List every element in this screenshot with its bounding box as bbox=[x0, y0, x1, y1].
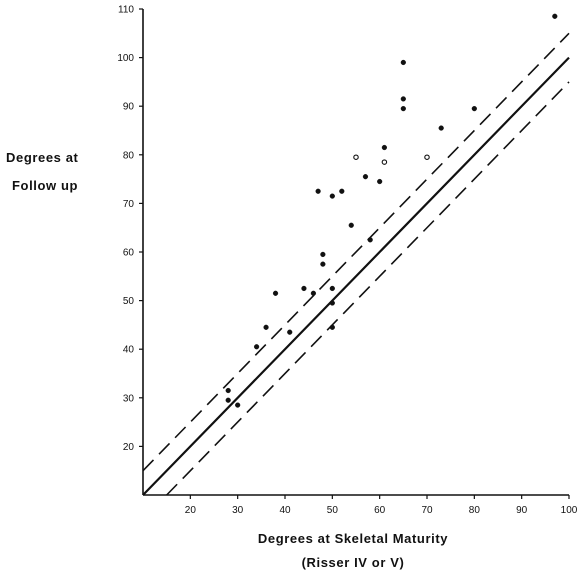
data-point bbox=[400, 106, 406, 112]
data-point bbox=[348, 222, 354, 228]
data-point-open bbox=[424, 154, 430, 160]
data-point bbox=[225, 397, 231, 403]
dashed-reference-line bbox=[142, 32, 570, 472]
x-tick-label: 90 bbox=[516, 505, 528, 516]
x-axis-title-line-2: (Risser IV or V) bbox=[302, 555, 405, 570]
data-point bbox=[254, 344, 260, 350]
dashed-reference-line bbox=[166, 81, 570, 496]
data-point bbox=[362, 174, 369, 180]
data-point bbox=[471, 106, 477, 112]
ticks: 20 30 40 50 60 70 80 90 100 110 20 30 40 50 60 70 80 90 10… bbox=[117, 5, 577, 517]
data-point bbox=[552, 13, 558, 19]
y-tick-label: 110 bbox=[118, 5, 134, 16]
data-points bbox=[225, 13, 558, 408]
data-point bbox=[339, 188, 345, 194]
data-point bbox=[329, 300, 335, 306]
reference-lines bbox=[142, 32, 570, 496]
data-point bbox=[320, 251, 326, 258]
data-point bbox=[400, 59, 406, 66]
x-tick-label: 70 bbox=[421, 505, 433, 516]
x-tick-label: 100 bbox=[561, 505, 578, 516]
y-tick-label: 70 bbox=[123, 199, 135, 210]
data-point bbox=[320, 261, 326, 267]
y-tick-label: 50 bbox=[123, 296, 135, 307]
x-axis-title-line-1: Degrees at Skeletal Maturity bbox=[258, 531, 448, 546]
y-tick-label: 20 bbox=[123, 442, 135, 453]
data-point bbox=[329, 193, 335, 199]
x-tick-label: 80 bbox=[469, 505, 481, 516]
data-point-open bbox=[353, 154, 359, 160]
y-tick-label: 60 bbox=[123, 248, 135, 259]
y-tick-label: 80 bbox=[123, 150, 135, 161]
data-point bbox=[310, 290, 317, 296]
data-point bbox=[301, 285, 307, 292]
y-tick-label: 100 bbox=[117, 53, 134, 64]
x-tick-label: 30 bbox=[232, 505, 244, 516]
data-point bbox=[367, 237, 373, 243]
y-tick-label: 30 bbox=[123, 393, 135, 404]
data-point bbox=[329, 285, 335, 292]
x-tick-label: 50 bbox=[327, 505, 339, 516]
data-point bbox=[400, 96, 406, 102]
y-tick-label: 40 bbox=[123, 345, 135, 356]
data-point-open bbox=[381, 159, 388, 165]
x-tick-label: 20 bbox=[185, 505, 197, 516]
x-tick-label: 60 bbox=[374, 505, 386, 516]
y-axis-title-line-1: Degrees at bbox=[6, 150, 79, 165]
data-point bbox=[287, 329, 293, 335]
data-point bbox=[225, 387, 231, 394]
x-tick-label: 40 bbox=[279, 505, 291, 516]
data-point bbox=[329, 324, 335, 330]
data-point bbox=[381, 144, 388, 151]
data-point bbox=[377, 178, 383, 185]
data-point bbox=[235, 402, 241, 408]
identity-line bbox=[142, 56, 570, 496]
data-point bbox=[263, 324, 269, 330]
data-point bbox=[315, 188, 321, 194]
y-tick-label: 90 bbox=[123, 102, 135, 113]
data-point bbox=[272, 290, 279, 296]
data-point bbox=[438, 125, 444, 131]
y-axis-title-line-2: Follow up bbox=[12, 178, 78, 193]
